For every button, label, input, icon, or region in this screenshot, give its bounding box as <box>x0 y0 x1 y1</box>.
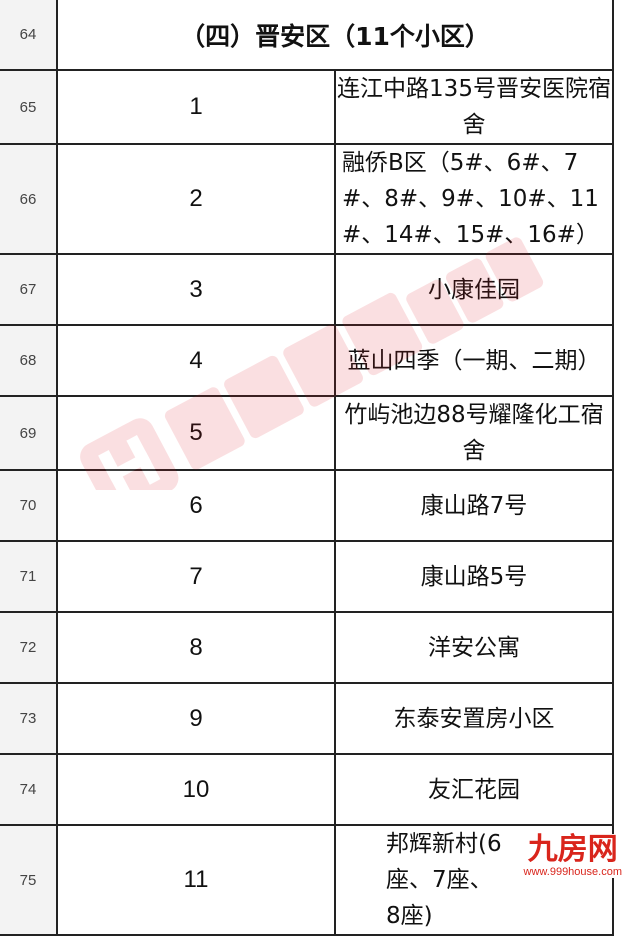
row-index: 4 <box>56 324 336 397</box>
row-number: 69 <box>0 395 58 471</box>
table-row: 73 9 东泰安置房小区 <box>0 682 614 755</box>
table-row: 65 1 连江中路135号晋安医院宿舍 <box>0 69 614 145</box>
row-index: 6 <box>56 469 336 542</box>
site-logo-text: 九房网 <box>527 832 618 867</box>
table-row: 72 8 洋安公寓 <box>0 611 614 684</box>
site-logo-url: www.999house.com <box>523 866 622 878</box>
row-number: 75 <box>0 824 58 936</box>
community-name: 蓝山四季（一期、二期） <box>334 324 614 397</box>
community-name: 洋安公寓 <box>334 611 614 684</box>
row-number: 73 <box>0 682 58 755</box>
site-logo: 九房网 www.999house.com <box>523 832 622 878</box>
row-number: 74 <box>0 753 58 826</box>
row-index: 8 <box>56 611 336 684</box>
section-header-row: 64 （四）晋安区（11个小区） <box>0 0 614 71</box>
row-index: 1 <box>56 69 336 145</box>
table-row: 66 2 融侨B区（5#、6#、7#、8#、9#、10#、11#、14#、15#、1… <box>0 143 614 255</box>
row-index: 3 <box>56 253 336 326</box>
row-number: 68 <box>0 324 58 397</box>
section-title: （四）晋安区（11个小区） <box>56 0 614 71</box>
row-index: 11 <box>56 824 336 936</box>
row-number: 70 <box>0 469 58 542</box>
community-name: 连江中路135号晋安医院宿舍 <box>334 69 614 145</box>
row-number: 72 <box>0 611 58 684</box>
row-index: 10 <box>56 753 336 826</box>
table-row: 74 10 友汇花园 <box>0 753 614 826</box>
row-number: 67 <box>0 253 58 326</box>
row-index: 5 <box>56 395 336 471</box>
row-index: 7 <box>56 540 336 613</box>
community-name: 康山路7号 <box>334 469 614 542</box>
table-row: 68 4 蓝山四季（一期、二期） <box>0 324 614 397</box>
community-name: 竹屿池边88号耀隆化工宿舍 <box>334 395 614 471</box>
table-row: 69 5 竹屿池边88号耀隆化工宿舍 <box>0 395 614 471</box>
table-row: 71 7 康山路5号 <box>0 540 614 613</box>
row-number: 65 <box>0 69 58 145</box>
row-index: 2 <box>56 143 336 255</box>
community-name: 友汇花园 <box>334 753 614 826</box>
community-name: 融侨B区（5#、6#、7#、8#、9#、10#、11#、14#、15#、16#） <box>334 143 614 255</box>
community-name: 小康佳园 <box>334 253 614 326</box>
row-number: 71 <box>0 540 58 613</box>
row-number: 64 <box>0 0 58 71</box>
community-name: 东泰安置房小区 <box>334 682 614 755</box>
community-name: 康山路5号 <box>334 540 614 613</box>
row-index: 9 <box>56 682 336 755</box>
table-row: 75 11 邦辉新村(6座、7座、8座) <box>0 824 614 936</box>
row-number: 66 <box>0 143 58 255</box>
table-row: 67 3 小康佳园 <box>0 253 614 326</box>
table-row: 70 6 康山路7号 <box>0 469 614 542</box>
